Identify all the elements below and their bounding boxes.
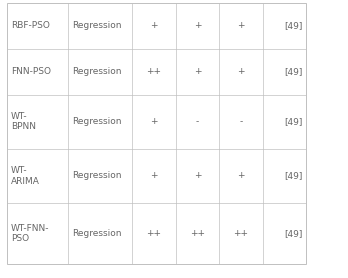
Text: ++: ++: [147, 229, 161, 238]
Text: +: +: [194, 171, 201, 180]
Text: ++: ++: [190, 229, 205, 238]
Text: +: +: [194, 67, 201, 76]
Text: +: +: [150, 117, 158, 126]
Text: [49]: [49]: [284, 229, 303, 238]
Text: [49]: [49]: [284, 171, 303, 180]
Text: [49]: [49]: [284, 67, 303, 76]
Text: ++: ++: [234, 229, 248, 238]
Text: -: -: [196, 117, 199, 126]
Text: Regression: Regression: [72, 21, 121, 30]
Text: WT-
ARIMA: WT- ARIMA: [11, 166, 40, 185]
Text: +: +: [237, 171, 245, 180]
Text: WT-FNN-
PSO: WT-FNN- PSO: [11, 224, 50, 243]
Text: +: +: [237, 21, 245, 30]
Text: +: +: [194, 21, 201, 30]
Text: [49]: [49]: [284, 21, 303, 30]
Text: WT-
BPNN: WT- BPNN: [11, 112, 36, 131]
Text: FNN-PSO: FNN-PSO: [11, 67, 51, 76]
Text: +: +: [150, 21, 158, 30]
Text: Regression: Regression: [72, 117, 121, 126]
Text: +: +: [150, 171, 158, 180]
Text: Regression: Regression: [72, 171, 121, 180]
Text: -: -: [239, 117, 243, 126]
Text: Regression: Regression: [72, 229, 121, 238]
Bar: [7, 3, 306, 264]
Text: RBF-PSO: RBF-PSO: [11, 21, 50, 30]
Text: Regression: Regression: [72, 67, 121, 76]
Text: ++: ++: [147, 67, 161, 76]
Text: +: +: [237, 67, 245, 76]
Text: [49]: [49]: [284, 117, 303, 126]
